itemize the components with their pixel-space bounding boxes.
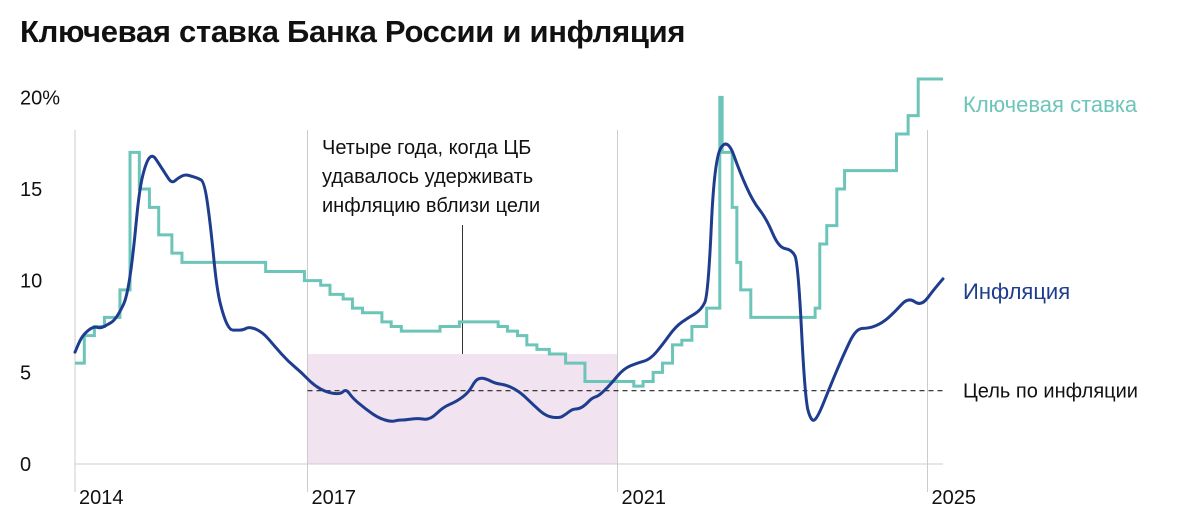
y-tick-label-20: 20%	[20, 87, 60, 109]
highlight-band-layer	[307, 354, 618, 464]
annotation-text-line-3: инфляцию вблизи цели	[322, 195, 540, 217]
key-rate-line	[75, 77, 943, 388]
highlight-band	[307, 354, 618, 464]
y-tick-label-0: 0	[20, 454, 31, 476]
vertical-guides-layer	[74, 130, 943, 492]
y-tick-label-15: 15	[20, 179, 42, 201]
x-tick-label-2021: 2021	[622, 487, 667, 509]
inflation-line	[73, 142, 945, 423]
x-tick-label-2025: 2025	[932, 487, 977, 509]
x-tick-label-2017: 2017	[312, 487, 357, 509]
annotation-text-line-2: удавалось удерживать	[322, 166, 533, 188]
annotation-text-line-1: Четыре года, когда ЦБ	[322, 137, 531, 159]
series-label-inflation: Инфляция	[963, 279, 1070, 304]
series-labels-layer: Ключевая ставка Инфляция	[963, 92, 1138, 304]
y-tick-label-5: 5	[20, 362, 31, 384]
annotation-layer: Четыре года, когда ЦБ удавалось удерживат…	[322, 137, 540, 354]
target-layer: Цель по инфляции	[307, 381, 1138, 403]
series-label-key-rate: Ключевая ставка	[963, 92, 1138, 117]
x-axis-ticks: 2014 2017 2021 2025	[79, 487, 976, 509]
y-tick-label-10: 10	[20, 271, 42, 293]
y-axis-ticks: 0 5 10 15 20%	[20, 87, 60, 476]
series-layer	[73, 77, 945, 423]
chart-title: Ключевая ставка Банка России и инфляция	[20, 14, 686, 49]
inflation-target-label: Цель по инфляции	[963, 381, 1138, 403]
x-tick-label-2014: 2014	[79, 487, 124, 509]
